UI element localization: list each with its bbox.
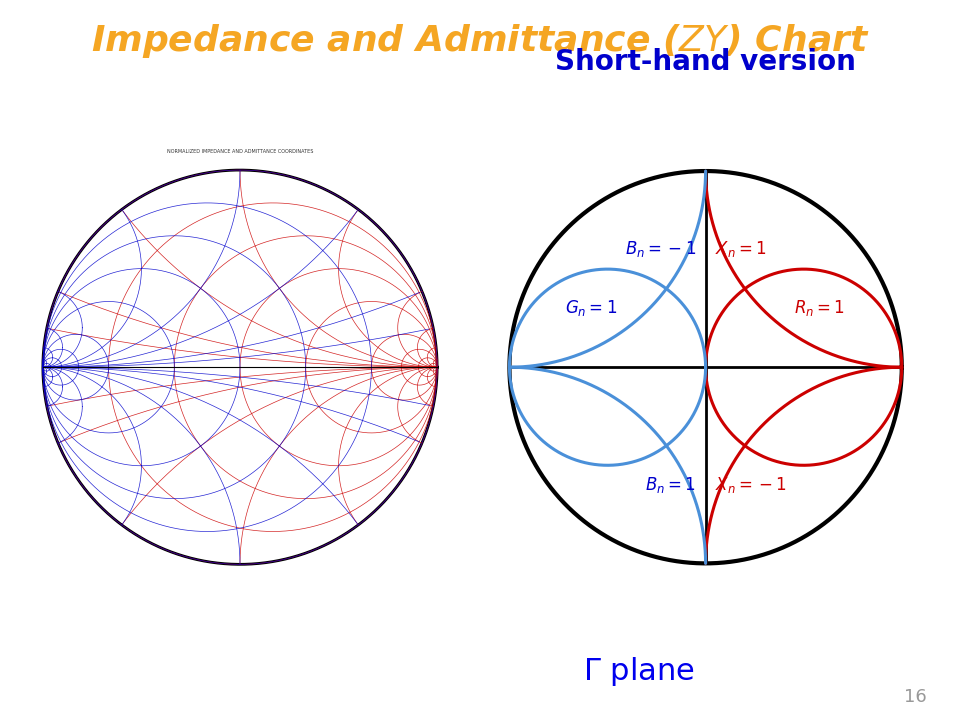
Text: Short-hand version: Short-hand version (555, 48, 856, 76)
Text: Impedance and Admittance ($ZY$) Chart: Impedance and Admittance ($ZY$) Chart (90, 22, 870, 60)
Text: $X_n = -1$: $X_n = -1$ (715, 475, 787, 495)
Text: $G_n = 1$: $G_n = 1$ (565, 298, 617, 318)
Text: $B_n = -1$: $B_n = -1$ (625, 240, 696, 259)
Text: NORMALIZED IMPEDANCE AND ADMITTANCE COORDINATES: NORMALIZED IMPEDANCE AND ADMITTANCE COOR… (167, 149, 313, 154)
Text: $\Gamma$ plane: $\Gamma$ plane (583, 655, 694, 688)
Text: 16: 16 (903, 688, 926, 706)
Text: $B_n = 1$: $B_n = 1$ (645, 475, 696, 495)
Text: $R_n = 1$: $R_n = 1$ (794, 298, 845, 318)
Text: $X_n = 1$: $X_n = 1$ (715, 240, 767, 259)
